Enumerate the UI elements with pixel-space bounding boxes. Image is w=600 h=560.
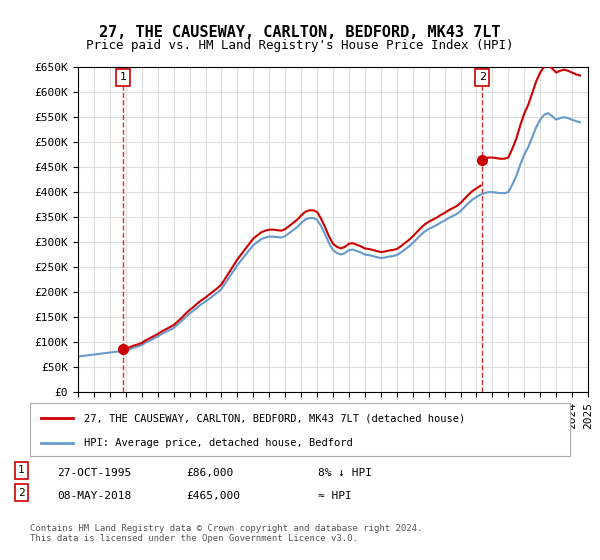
Text: 8% ↓ HPI: 8% ↓ HPI [318, 468, 372, 478]
Text: 2: 2 [18, 488, 25, 498]
Text: Contains HM Land Registry data © Crown copyright and database right 2024.
This d: Contains HM Land Registry data © Crown c… [30, 524, 422, 543]
Text: 08-MAY-2018: 08-MAY-2018 [57, 491, 131, 501]
Text: £86,000: £86,000 [186, 468, 233, 478]
Text: 27, THE CAUSEWAY, CARLTON, BEDFORD, MK43 7LT (detached house): 27, THE CAUSEWAY, CARLTON, BEDFORD, MK43… [84, 413, 465, 423]
Text: Price paid vs. HM Land Registry's House Price Index (HPI): Price paid vs. HM Land Registry's House … [86, 39, 514, 52]
Text: HPI: Average price, detached house, Bedford: HPI: Average price, detached house, Bedf… [84, 438, 353, 448]
Text: 2: 2 [479, 72, 486, 82]
Text: 1: 1 [119, 72, 127, 82]
Text: 27-OCT-1995: 27-OCT-1995 [57, 468, 131, 478]
Text: ≈ HPI: ≈ HPI [318, 491, 352, 501]
Text: 27, THE CAUSEWAY, CARLTON, BEDFORD, MK43 7LT: 27, THE CAUSEWAY, CARLTON, BEDFORD, MK43… [99, 25, 501, 40]
Text: 1: 1 [18, 465, 25, 475]
Text: £465,000: £465,000 [186, 491, 240, 501]
